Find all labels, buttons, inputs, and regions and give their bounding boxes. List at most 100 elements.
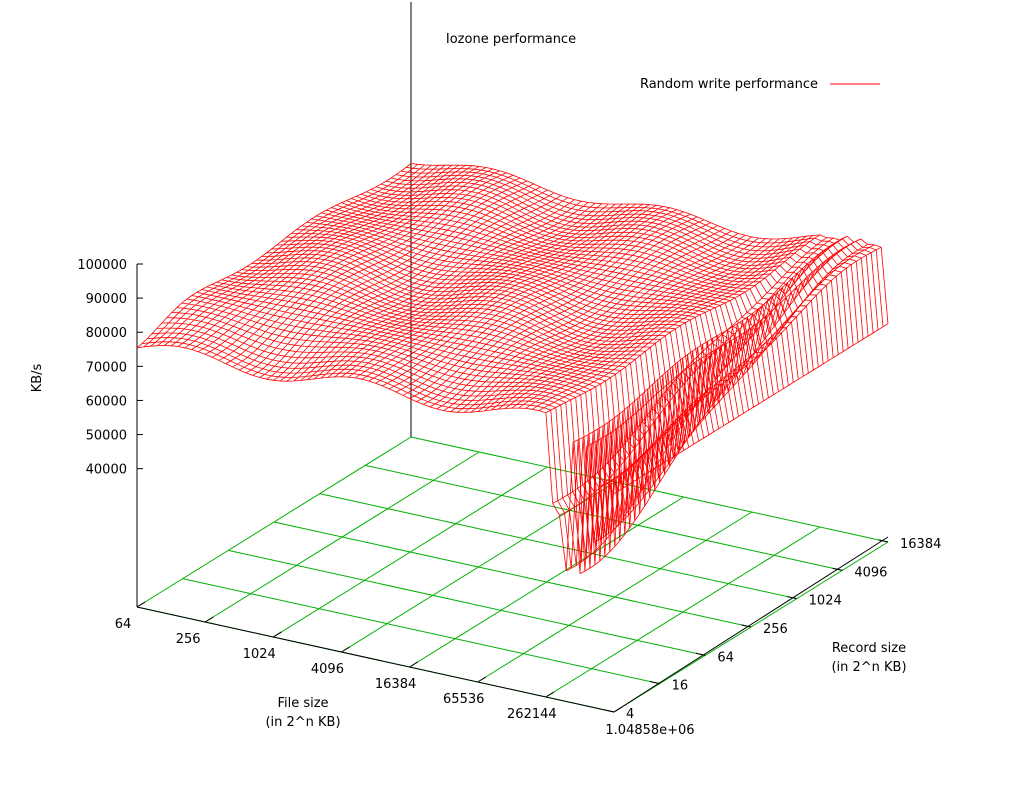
surface-line-x <box>361 203 637 380</box>
surface-line-x <box>177 164 453 347</box>
floor-grid <box>136 436 889 713</box>
surface-line-x <box>157 164 432 347</box>
surface-line-x <box>559 237 834 516</box>
y-tick <box>650 681 660 685</box>
surface-line-x <box>198 165 473 353</box>
surface-line-x <box>545 234 821 414</box>
z-tick-label: 40000 <box>86 463 127 478</box>
y-tick <box>741 624 752 628</box>
floor-border <box>136 536 889 713</box>
z-tick-label: 60000 <box>86 394 127 409</box>
x-tick <box>613 706 623 713</box>
grid-line-y <box>182 578 660 685</box>
surface-line-x <box>300 199 575 381</box>
x-tick <box>409 661 419 668</box>
z-tick-label: 80000 <box>86 326 127 341</box>
y-axis-line <box>613 536 889 713</box>
surface-line-x <box>368 203 643 382</box>
surface-line-x <box>136 163 412 349</box>
surface-line-x <box>354 203 630 379</box>
x-axis-ticks: 64 256 1024 4096 16384 65536 262144 1.04858e+06 <box>115 601 695 738</box>
surface-line-x <box>457 230 732 413</box>
y-tick-label: 1024 <box>809 594 842 609</box>
surface-mesh <box>136 163 889 574</box>
surface-line-x <box>416 213 691 402</box>
surface-line-x <box>293 197 568 382</box>
surface-line-x <box>184 164 459 349</box>
chart-title: Iozone performance <box>446 32 576 47</box>
y-tick-label: 256 <box>763 622 788 637</box>
y-axis-label-line1: Record size <box>832 641 906 656</box>
z-tick-label: 90000 <box>86 292 127 307</box>
surface-line-x <box>320 202 596 379</box>
y-tick-label: 4096 <box>854 565 887 580</box>
surface-line-x <box>150 164 425 347</box>
x-tick-label: 262144 <box>507 707 557 722</box>
surface-line-x <box>470 234 746 413</box>
surface-line-x <box>191 164 466 350</box>
x-tick-label: 256 <box>176 632 201 647</box>
x-axis-label-line1: File size <box>277 696 328 711</box>
y-tick <box>787 596 797 600</box>
surface-line-x <box>518 237 793 409</box>
x-tick-label: 65536 <box>443 692 484 707</box>
surface-line-x <box>477 236 752 412</box>
surface-line-x <box>552 237 827 504</box>
z-tick-label: 50000 <box>86 429 127 444</box>
surface-line-x <box>436 222 711 410</box>
y-axis-ticks: 4 16 64 256 1024 4096 16384 <box>604 537 941 722</box>
surface-line-x <box>511 238 787 409</box>
surface-line-x <box>164 164 439 346</box>
surface-line-x <box>572 235 848 443</box>
x-axis-line <box>136 606 615 713</box>
surface-line-x <box>245 177 521 374</box>
grid-line-y <box>273 521 752 628</box>
surface-line-x <box>463 233 739 413</box>
surface-line-x <box>613 323 889 495</box>
surface-line-x <box>239 174 514 371</box>
y-tick-label: 64 <box>717 650 734 665</box>
surface-line-x <box>593 244 868 543</box>
surface-line-y <box>166 317 645 552</box>
grid-line-y <box>228 549 706 656</box>
x-tick <box>136 601 146 608</box>
surface-line-x <box>600 244 875 488</box>
z-axis: 40000 50000 60000 70000 80000 90000 100000 <box>77 2 412 607</box>
surface-line-x <box>586 238 861 447</box>
surface-line-x <box>286 195 562 382</box>
surface-line-x <box>279 192 555 382</box>
y-tick-label: 4 <box>626 707 634 722</box>
surface-line-x <box>341 203 616 378</box>
x-tick-label: 16384 <box>375 677 416 692</box>
surface-line-x <box>538 235 814 411</box>
x-tick-label: 4096 <box>311 662 344 677</box>
surface-line-x <box>606 246 882 484</box>
x-tick-label: 1.04858e+06 <box>605 723 694 738</box>
surface-line-y <box>176 307 655 541</box>
surface-line-x <box>525 236 800 409</box>
x-tick-label: 1024 <box>243 647 276 662</box>
surface-line-x <box>443 225 718 411</box>
x-tick <box>477 676 487 683</box>
surface-line-x <box>266 186 541 380</box>
surface-line-y <box>156 327 635 561</box>
surface-line-x <box>504 238 780 409</box>
legend-label: Random write performance <box>640 77 818 92</box>
surface-line-x <box>497 238 773 410</box>
grid-line-y <box>365 464 843 571</box>
surface-line-x <box>273 189 548 381</box>
surface-line-x <box>307 200 582 381</box>
x-tick <box>273 631 282 638</box>
y-tick <box>878 539 889 543</box>
surface-line-x <box>347 203 623 378</box>
surface-line-x <box>313 202 589 380</box>
x-tick <box>545 691 555 698</box>
surface-line-x <box>531 235 807 410</box>
surface-line-x <box>491 238 766 411</box>
surface-line-x <box>218 168 493 361</box>
grid-line-y <box>319 493 797 600</box>
surface-line-x <box>334 203 609 378</box>
x-axis-label-line2: (in 2^n KB) <box>265 715 340 730</box>
y-tick <box>832 567 843 571</box>
